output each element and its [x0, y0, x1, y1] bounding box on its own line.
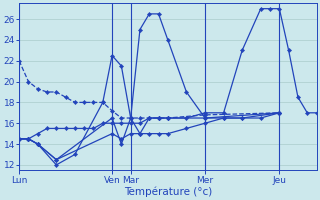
X-axis label: Température (°c): Température (°c)	[124, 186, 212, 197]
